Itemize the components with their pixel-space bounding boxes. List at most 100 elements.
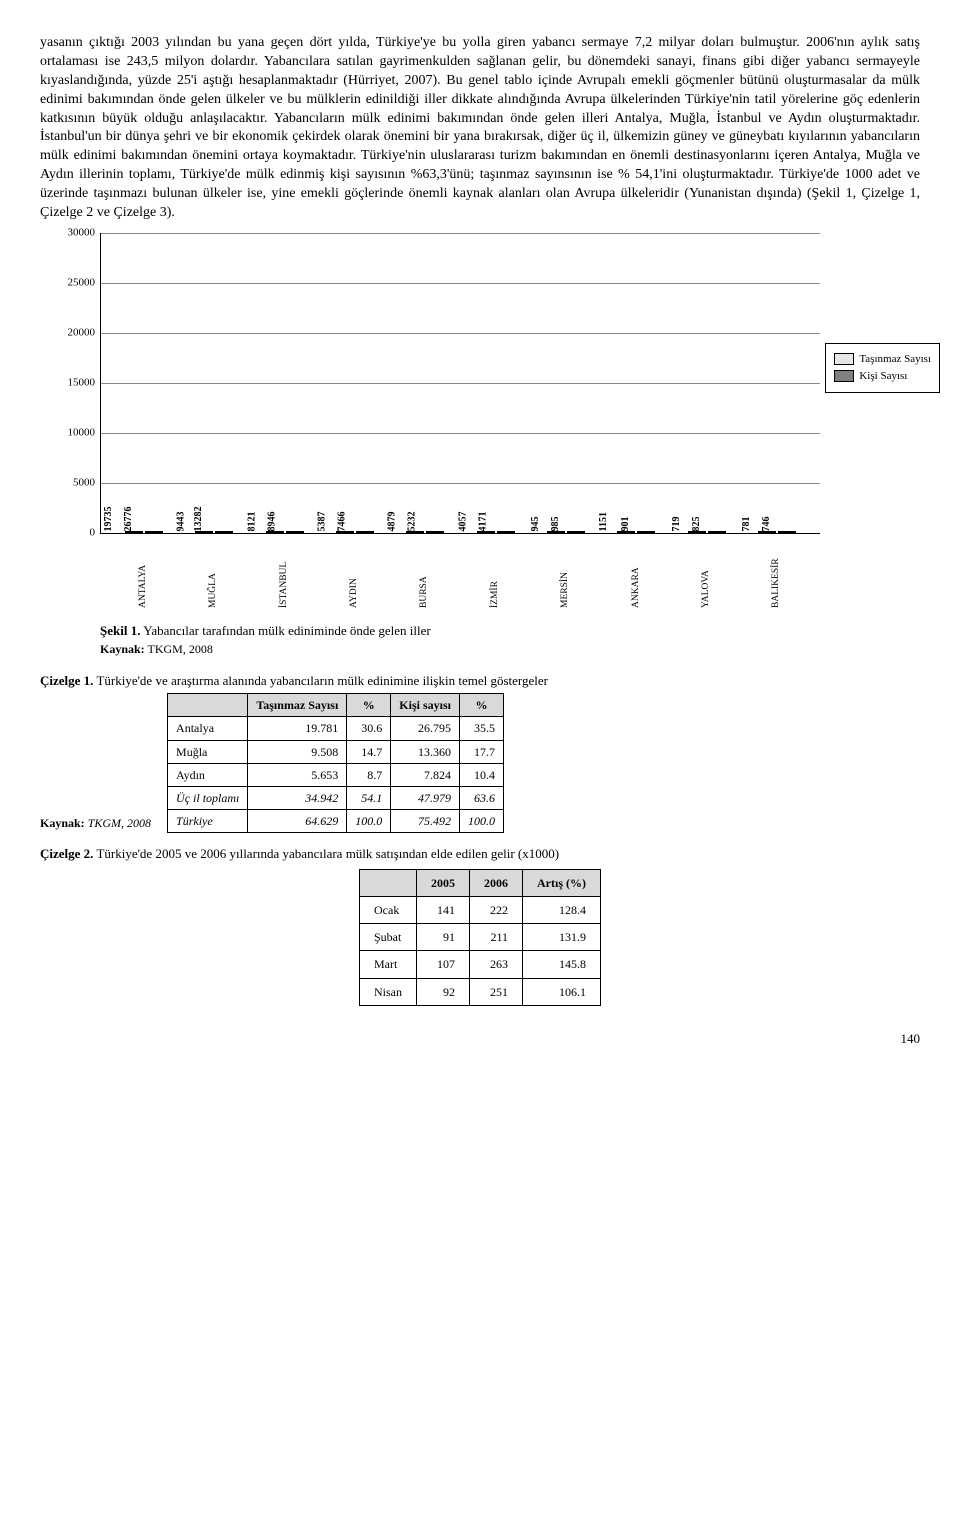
bar-value: 4057: [456, 512, 470, 532]
bar: 5232: [426, 531, 444, 533]
bar-group: 48795232: [406, 531, 444, 533]
bar: 7466: [356, 531, 374, 533]
figure-caption: Şekil 1. Yabancılar tarafından mülk edin…: [100, 622, 920, 640]
y-tick: 30000: [68, 225, 96, 240]
bar-chart: 0500010000150002000025000300001973526776…: [100, 233, 820, 608]
table1-text: Türkiye'de ve araştırma alanında yabancı…: [96, 673, 548, 688]
legend-label-1: Taşınmaz Sayısı: [859, 352, 931, 367]
bar-value: 8946: [265, 512, 279, 532]
table2: 20052006Artış (%)Ocak141222128.4Şubat912…: [359, 869, 601, 1006]
bar: 13282: [215, 531, 233, 533]
table2-title: Çizelge 2. Türkiye'de 2005 ve 2006 yılla…: [40, 845, 920, 863]
x-tick: İSTANBUL: [278, 538, 291, 608]
bar: 4171: [497, 531, 515, 533]
table1-title: Çizelge 1. Türkiye'de ve araştırma alanı…: [40, 672, 920, 690]
y-tick: 20000: [68, 325, 96, 340]
bar: 746: [778, 531, 796, 533]
figure-source-label: Kaynak:: [100, 642, 145, 656]
y-tick: 15000: [68, 375, 96, 390]
bar-group: 1973526776: [125, 531, 163, 533]
x-tick: ANTALYA: [137, 538, 150, 608]
table-row: Muğla9.50814.713.36017.7: [168, 740, 504, 763]
page-number: 140: [40, 1030, 920, 1048]
subtotal-row: Üç il toplamı34.94254.147.97963.6: [168, 786, 504, 809]
chart-legend: Taşınmaz Sayısı Kişi Sayısı: [825, 343, 940, 393]
bar-value: 901: [619, 517, 633, 532]
table-row: Aydın5.6538.77.82410.4: [168, 763, 504, 786]
figure-text: Yabancılar tarafından mülk ediniminde ön…: [143, 623, 430, 638]
bar-group: 945985: [547, 531, 585, 533]
bar: 985: [567, 531, 585, 533]
bar-group: 81218946: [266, 531, 304, 533]
bar-value: 13282: [192, 507, 206, 532]
y-tick: 10000: [68, 425, 96, 440]
bar-value: 985: [549, 517, 563, 532]
bar-group: 53877466: [336, 531, 374, 533]
figure-source-text: TKGM, 2008: [147, 642, 212, 656]
table-header: %: [459, 694, 503, 717]
y-tick: 25000: [68, 275, 96, 290]
bar: 26776: [145, 531, 163, 533]
table1-source: Kaynak: TKGM, 2008: [40, 815, 151, 831]
table-header: Taşınmaz Sayısı: [248, 694, 347, 717]
figure-source: Kaynak: TKGM, 2008: [100, 641, 920, 657]
total-row: Türkiye64.629100.075.492100.0: [168, 810, 504, 833]
y-tick: 0: [90, 525, 96, 540]
table-header: Kişi sayısı: [391, 694, 460, 717]
table-header: Artış (%): [523, 869, 601, 896]
table-header: 2006: [470, 869, 523, 896]
legend-label-2: Kişi Sayısı: [859, 369, 907, 384]
bar-value: 8121: [245, 512, 259, 532]
bar: 825: [708, 531, 726, 533]
table-header: 2005: [417, 869, 470, 896]
bar-group: 1151901: [617, 531, 655, 533]
legend-swatch-2: [834, 370, 854, 382]
table-header: %: [347, 694, 391, 717]
bar-value: 5387: [316, 512, 330, 532]
table1-label: Çizelge 1.: [40, 673, 93, 688]
x-tick: İZMİR: [489, 538, 502, 608]
x-tick: MUĞLA: [207, 538, 220, 608]
table1-source-label: Kaynak:: [40, 816, 85, 830]
bar-group: 944313282: [195, 531, 233, 533]
table-row: Antalya19.78130.626.79535.5: [168, 717, 504, 740]
x-tick: BURSA: [418, 538, 431, 608]
bar: 8946: [286, 531, 304, 533]
bar-value: 7466: [336, 512, 350, 532]
bar-value: 945: [529, 517, 543, 532]
bar: 901: [637, 531, 655, 533]
bar-value: 781: [740, 517, 754, 532]
x-tick: BALIKESİR: [770, 538, 783, 608]
table-header: [168, 694, 248, 717]
bar-value: 19735: [102, 507, 116, 532]
bar-value: 9443: [175, 512, 189, 532]
bar-group: 40574171: [477, 531, 515, 533]
table1: Taşınmaz Sayısı%Kişi sayısı%Antalya19.78…: [167, 693, 504, 833]
table-row: Ocak141222128.4: [360, 897, 601, 924]
bar-value: 719: [670, 517, 684, 532]
x-tick: MERSİN: [559, 538, 572, 608]
table1-source-text: TKGM, 2008: [88, 816, 151, 830]
bar-value: 26776: [122, 507, 136, 532]
x-tick: YALOVA: [700, 538, 713, 608]
bar-value: 4879: [386, 512, 400, 532]
figure-label: Şekil 1.: [100, 623, 140, 638]
table2-text: Türkiye'de 2005 ve 2006 yıllarında yaban…: [96, 846, 559, 861]
bar-value: 5232: [406, 512, 420, 532]
bar-value: 825: [690, 517, 704, 532]
x-tick: ANKARA: [630, 538, 643, 608]
table-row: Mart107263145.8: [360, 951, 601, 978]
table-row: Şubat91211131.9: [360, 924, 601, 951]
legend-swatch-1: [834, 353, 854, 365]
bar-value: 746: [760, 517, 774, 532]
bar-value: 4171: [476, 512, 490, 532]
bar-value: 1151: [597, 512, 611, 531]
bar-group: 719825: [688, 531, 726, 533]
body-paragraph: yasanın çıktığı 2003 yılından bu yana ge…: [40, 34, 920, 223]
table-row: Nisan92251106.1: [360, 978, 601, 1005]
table2-label: Çizelge 2.: [40, 846, 93, 861]
x-tick: AYDIN: [348, 538, 361, 608]
y-tick: 5000: [73, 475, 95, 490]
bar-group: 781746: [758, 531, 796, 533]
table-header: [360, 869, 417, 896]
